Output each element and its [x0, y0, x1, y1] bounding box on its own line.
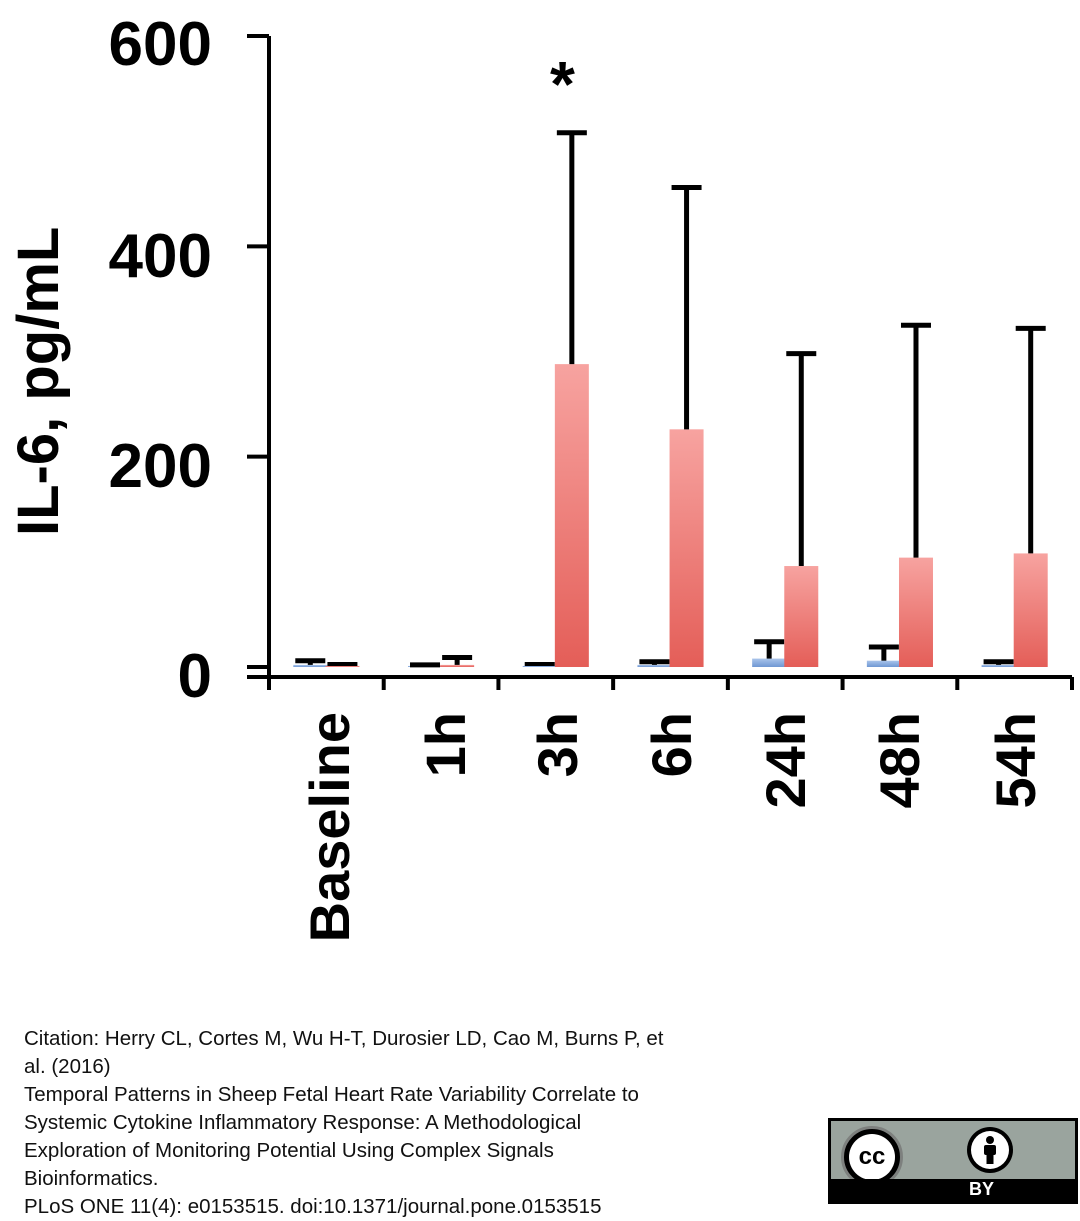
by-strip [831, 1179, 1075, 1201]
x-tick-label-3h: 3h [526, 712, 589, 778]
bar-lps-1h [440, 664, 475, 667]
bar-control-baseline [293, 664, 328, 667]
by-label: BY [969, 1179, 995, 1199]
citation-line: Systemic Cytokine Inflammatory Response:… [24, 1111, 582, 1134]
axes-layer [247, 34, 1074, 690]
attribution-person-icon [967, 1127, 1013, 1173]
y-tick-label-200: 200 [108, 432, 212, 501]
bar-control-48h [866, 660, 901, 667]
bar-lps-24h [784, 566, 819, 667]
x-tick-label-1h: 1h [414, 712, 477, 778]
cc-icon-text: cc [849, 1134, 895, 1180]
bar-control-24h [752, 658, 787, 667]
bars-layer [293, 364, 1048, 667]
bar-control-3h [522, 665, 557, 667]
x-tick-label-6h: 6h [640, 712, 703, 778]
citation-line: Bioinformatics. [24, 1167, 159, 1190]
citation-line: al. (2016) [24, 1055, 111, 1078]
bar-lps-48h [898, 557, 933, 667]
il6-bar-chart: IL-6, pg/mL 600 400 200 0 * Baseline 1h … [6, 10, 1074, 943]
bar-lps-3h [554, 364, 589, 667]
significance-marker-3h: * [550, 48, 575, 120]
bar-lps-6h [669, 429, 704, 667]
bar-control-6h [637, 664, 672, 667]
citation-line: Temporal Patterns in Sheep Fetal Heart R… [24, 1083, 639, 1106]
y-tick-label-400: 400 [108, 222, 212, 291]
citation-line: Exploration of Monitoring Potential Usin… [24, 1139, 554, 1162]
error-bars-layer [295, 130, 1046, 668]
cc-by-license-badge: cc BY [828, 1118, 1078, 1204]
x-tick-label-54h: 54h [984, 712, 1047, 809]
bar-lps-baseline [325, 665, 360, 667]
bar-control-54h [981, 664, 1016, 667]
x-tick-label-48h: 48h [868, 712, 931, 809]
citation-line: Citation: Herry CL, Cortes M, Wu H-T, Du… [24, 1027, 664, 1050]
bar-lps-54h [1013, 553, 1048, 667]
chart-plot-area [247, 34, 1074, 690]
x-tick-label-24h: 24h [754, 712, 817, 809]
y-tick-label-0: 0 [177, 642, 212, 711]
cc-icon: cc [841, 1126, 903, 1188]
citation-line: PLoS ONE 11(4): e0153515. doi:10.1371/jo… [24, 1195, 602, 1218]
x-tick-label-baseline: Baseline [298, 712, 361, 943]
citation-block: Citation: Herry CL, Cortes M, Wu H-T, Du… [24, 1025, 814, 1221]
y-tick-label-600: 600 [108, 10, 212, 79]
